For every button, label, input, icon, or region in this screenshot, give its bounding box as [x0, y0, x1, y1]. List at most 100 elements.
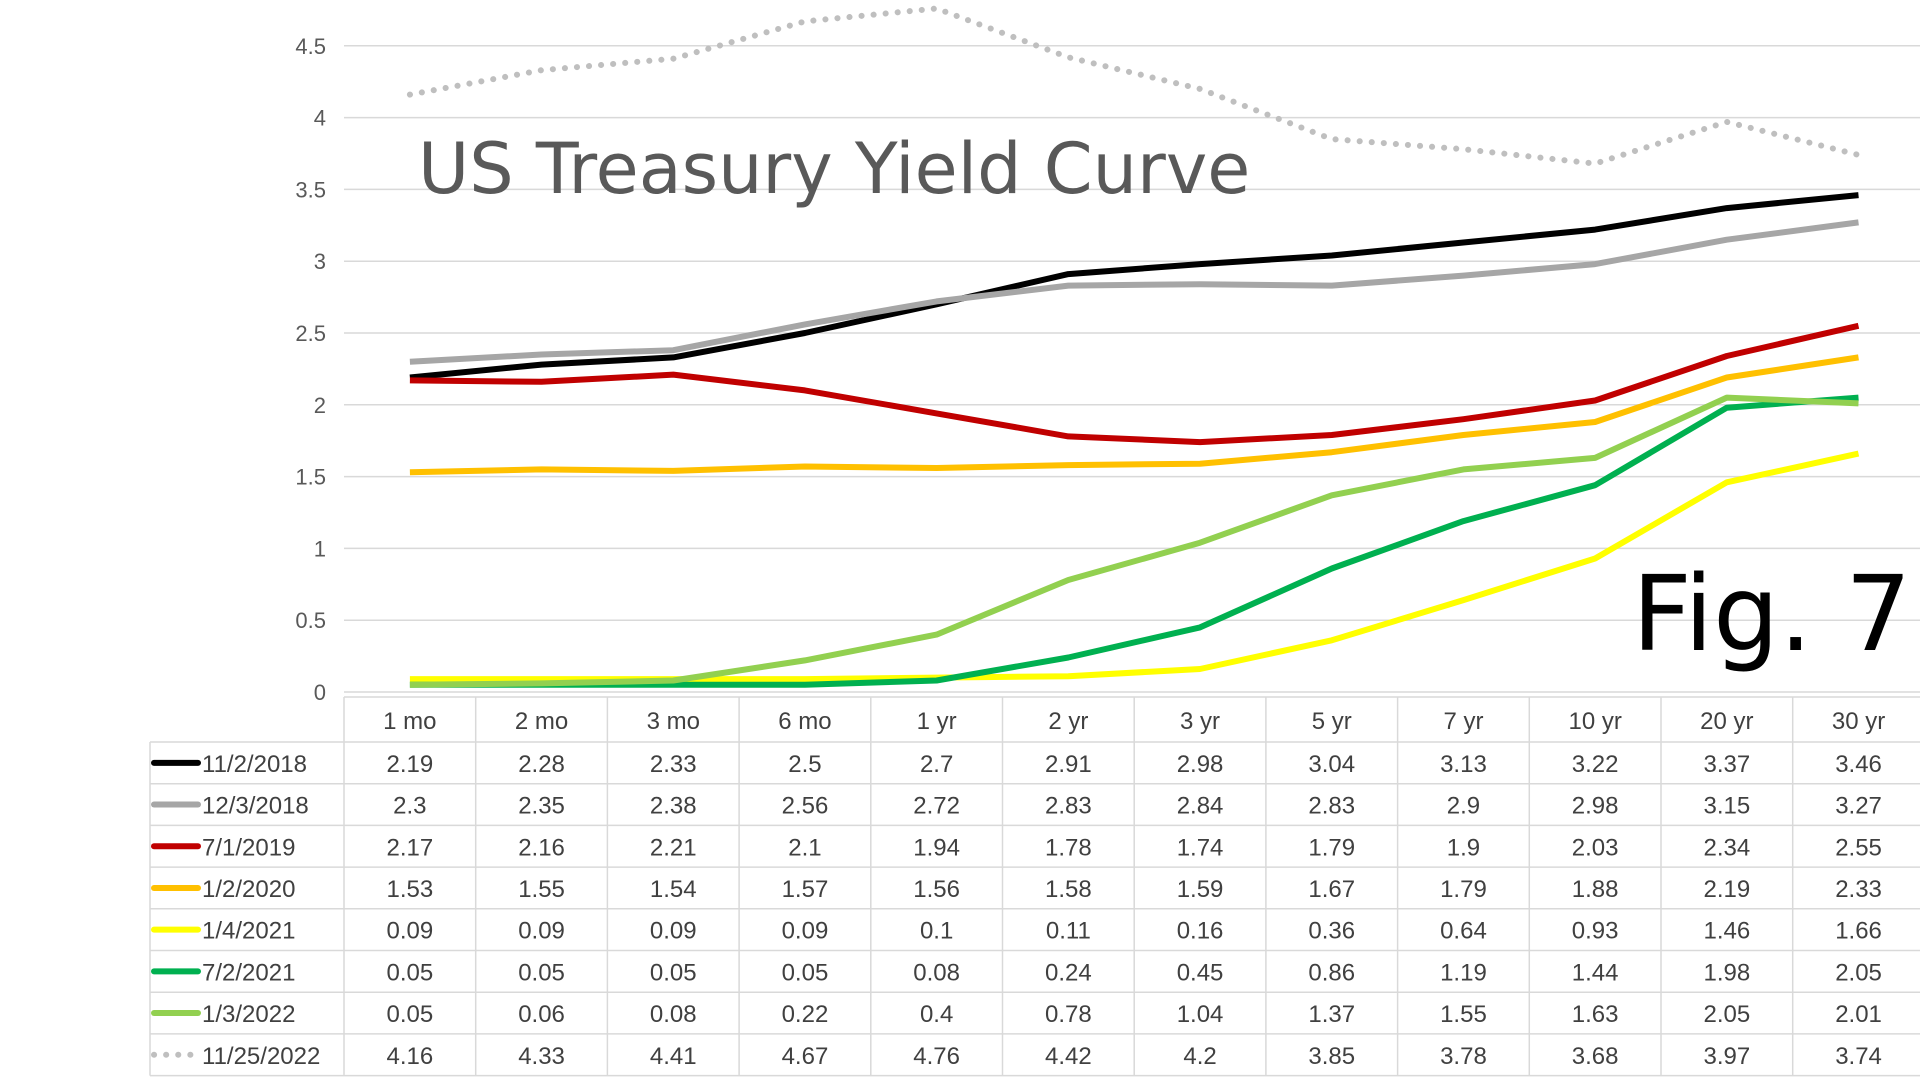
x-category-label: 6 mo — [778, 708, 831, 735]
data-table-cell: 1.55 — [518, 876, 565, 903]
data-table-cell: 2.5 — [788, 751, 821, 778]
data-table-cell: 0.09 — [386, 918, 433, 945]
data-table-cell: 3.46 — [1835, 751, 1882, 778]
data-table-cell: 2.05 — [1835, 959, 1882, 986]
data-table-cell: 1.44 — [1572, 959, 1619, 986]
x-category-label: 2 mo — [515, 708, 568, 735]
data-table-cell: 1.66 — [1835, 918, 1882, 945]
data-table-cell: 0.36 — [1308, 918, 1355, 945]
series-lines — [406, 5, 1862, 688]
data-table-cell: 0.4 — [920, 1001, 953, 1028]
gridlines — [344, 45, 1920, 693]
data-table-cell: 1.53 — [386, 876, 433, 903]
figure-label: Fig. 7 — [1632, 553, 1911, 675]
legend-series-name: 11/25/2022 — [202, 1043, 320, 1070]
data-table-cell: 4.41 — [650, 1043, 697, 1070]
legend-series-name: 1/2/2020 — [202, 876, 295, 903]
data-table-cell: 2.9 — [1447, 793, 1480, 820]
data-table-cell: 1.55 — [1440, 1001, 1487, 1028]
x-category-label: 20 yr — [1700, 708, 1753, 735]
data-table-cell: 4.67 — [782, 1043, 829, 1070]
data-table-cell: 3.13 — [1440, 751, 1487, 778]
data-table-cell: 0.05 — [650, 959, 697, 986]
data-table-cell: 2.1 — [788, 834, 821, 861]
data-table-cell: 4.2 — [1183, 1043, 1216, 1070]
data-table-cell: 2.33 — [650, 751, 697, 778]
data-table-cell: 2.01 — [1835, 1001, 1882, 1028]
data-table-cell: 0.06 — [518, 1001, 565, 1028]
y-tick-label: 4 — [314, 106, 326, 131]
data-table-cell: 1.19 — [1440, 959, 1487, 986]
legend-series-name: 7/2/2021 — [202, 959, 295, 986]
data-table-cell: 2.83 — [1045, 793, 1092, 820]
data-table-cell: 3.78 — [1440, 1043, 1487, 1070]
data-table-cell: 2.34 — [1703, 834, 1750, 861]
data-table-cell: 2.83 — [1308, 793, 1355, 820]
data-table-cell: 4.33 — [518, 1043, 565, 1070]
data-table-cell: 0.64 — [1440, 918, 1487, 945]
x-category-label: 7 yr — [1443, 708, 1483, 735]
y-tick-label: 0 — [314, 680, 326, 705]
data-table-cell: 0.22 — [782, 1001, 829, 1028]
data-table-cell: 4.16 — [386, 1043, 433, 1070]
y-tick-label: 4.5 — [295, 34, 326, 59]
data-table-cell: 0.05 — [386, 1001, 433, 1028]
data-table-cell: 2.84 — [1177, 793, 1224, 820]
data-table-cell: 1.79 — [1440, 876, 1487, 903]
data-table-cell: 0.24 — [1045, 959, 1092, 986]
data-table-cell: 2.16 — [518, 834, 565, 861]
data-table-cell: 0.78 — [1045, 1001, 1092, 1028]
data-table-cell: 1.74 — [1177, 834, 1224, 861]
data-table-cell: 2.55 — [1835, 834, 1882, 861]
data-table-cell: 1.46 — [1703, 918, 1750, 945]
y-tick-label: 1.5 — [295, 465, 326, 490]
series-line-11-25-2022 — [406, 5, 1862, 167]
data-table-cell: 3.37 — [1703, 751, 1750, 778]
x-category-label: 2 yr — [1048, 708, 1088, 735]
data-table-cell: 2.72 — [913, 793, 960, 820]
data-table-cell: 2.38 — [650, 793, 697, 820]
x-category-label: 1 mo — [383, 708, 436, 735]
data-table-cell: 0.09 — [782, 918, 829, 945]
x-category-label: 10 yr — [1568, 708, 1621, 735]
data-table-cell: 0.08 — [913, 959, 960, 986]
data-table-cell: 0.05 — [386, 959, 433, 986]
data-table-cell: 2.19 — [1703, 876, 1750, 903]
data-table-cell: 3.97 — [1703, 1043, 1750, 1070]
data-table-cell: 3.68 — [1572, 1043, 1619, 1070]
series-line-1-2-2020 — [409, 354, 1859, 476]
x-category-label: 5 yr — [1312, 708, 1352, 735]
series-line-1-3-2022 — [409, 394, 1859, 688]
data-table-cell: 0.09 — [518, 918, 565, 945]
data-table-cell: 4.76 — [913, 1043, 960, 1070]
data-table-cell: 1.58 — [1045, 876, 1092, 903]
data-table-cell: 0.05 — [518, 959, 565, 986]
x-category-label: 1 yr — [917, 708, 957, 735]
data-table-cell: 3.85 — [1308, 1043, 1355, 1070]
data-table-cell: 3.04 — [1308, 751, 1355, 778]
data-table-cell: 1.78 — [1045, 834, 1092, 861]
data-table-cell: 1.88 — [1572, 876, 1619, 903]
y-tick-label: 2 — [314, 393, 326, 418]
data-table-cell: 2.91 — [1045, 751, 1092, 778]
series-line-7-1-2019 — [409, 322, 1860, 446]
data-table-cell: 3.22 — [1572, 751, 1619, 778]
y-tick-label: 0.5 — [295, 608, 326, 633]
x-category-label: 30 yr — [1832, 708, 1885, 735]
y-tick-label: 3.5 — [295, 177, 326, 202]
legend-series-name: 12/3/2018 — [202, 793, 309, 820]
data-table-cell: 0.16 — [1177, 918, 1224, 945]
data-table-cell: 1.98 — [1703, 959, 1750, 986]
data-table-cell: 1.94 — [913, 834, 960, 861]
data-table-cell: 2.19 — [386, 751, 433, 778]
data-table-cell: 2.56 — [782, 793, 829, 820]
legend-series-name: 1/4/2021 — [202, 918, 295, 945]
data-table-cell: 2.98 — [1572, 793, 1619, 820]
data-table-cell: 0.09 — [650, 918, 697, 945]
y-tick-label: 2.5 — [295, 321, 326, 346]
data-table-cell: 1.57 — [782, 876, 829, 903]
data-table-cell: 2.03 — [1572, 834, 1619, 861]
data-table-cell: 2.17 — [386, 834, 433, 861]
data-table-cell: 1.67 — [1308, 876, 1355, 903]
